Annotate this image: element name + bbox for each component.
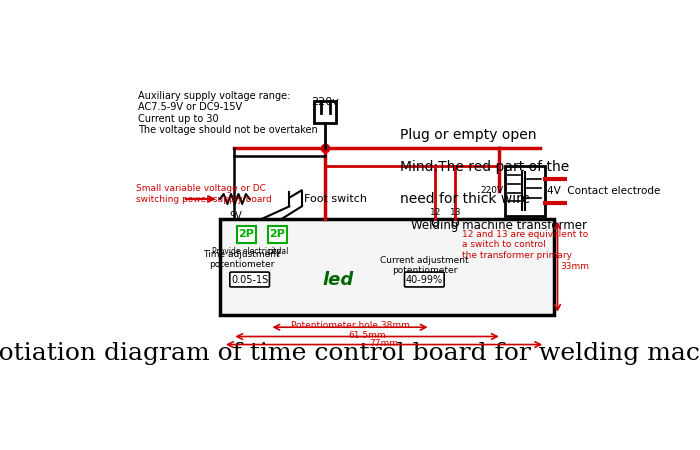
Text: 9V: 9V <box>229 212 241 221</box>
Text: Current adjustment
potentiometer: Current adjustment potentiometer <box>380 256 468 275</box>
Text: 61.5mm: 61.5mm <box>348 331 386 340</box>
Text: Time adjustment
potentiometer: Time adjustment potentiometer <box>203 250 280 269</box>
Text: 12: 12 <box>430 208 441 217</box>
Text: Potentiometer hole 38mm: Potentiometer hole 38mm <box>290 321 410 330</box>
Text: Mind:The red part of the

need for thick wire: Mind:The red part of the need for thick … <box>400 160 569 207</box>
Text: led: led <box>322 270 354 288</box>
Text: Small variable voltage or DC
switching power supply board: Small variable voltage or DC switching p… <box>136 184 272 204</box>
Bar <box>314 101 337 123</box>
Circle shape <box>452 220 458 226</box>
Text: Foot switch: Foot switch <box>304 194 367 204</box>
Bar <box>505 166 545 216</box>
Text: 12 and 13 are equivalent to
a switch to control
the transformer primary: 12 and 13 are equivalent to a switch to … <box>461 230 588 260</box>
Text: pedal: pedal <box>267 247 288 256</box>
Text: 13: 13 <box>449 208 461 217</box>
Text: 220V: 220V <box>480 186 503 195</box>
Text: 4V  Contact electrode: 4V Contact electrode <box>547 186 660 196</box>
Text: Welding machine transformer: Welding machine transformer <box>411 219 587 232</box>
Bar <box>237 225 256 243</box>
Text: 2P: 2P <box>270 230 286 239</box>
Bar <box>268 225 287 243</box>
FancyBboxPatch shape <box>405 272 444 287</box>
FancyBboxPatch shape <box>230 272 270 287</box>
Text: Auxiliary supply voltage range:
AC7.5-9V or DC9-15V
Current up to 30
The voltage: Auxiliary supply voltage range: AC7.5-9V… <box>138 90 318 135</box>
Bar <box>220 219 554 315</box>
Text: Negotiation diagram of time control board for welding machine: Negotiation diagram of time control boar… <box>0 342 700 365</box>
Text: 40-99%: 40-99% <box>406 274 443 284</box>
Text: Plug or empty open: Plug or empty open <box>400 128 536 142</box>
Text: 77mm: 77mm <box>370 339 398 348</box>
Text: 2P: 2P <box>239 230 255 239</box>
Text: 220v: 220v <box>312 97 340 107</box>
Text: Provide electricity: Provide electricity <box>212 247 281 256</box>
Text: 0.05-1S: 0.05-1S <box>231 274 268 284</box>
Circle shape <box>433 220 439 226</box>
Text: 33mm: 33mm <box>561 262 589 271</box>
